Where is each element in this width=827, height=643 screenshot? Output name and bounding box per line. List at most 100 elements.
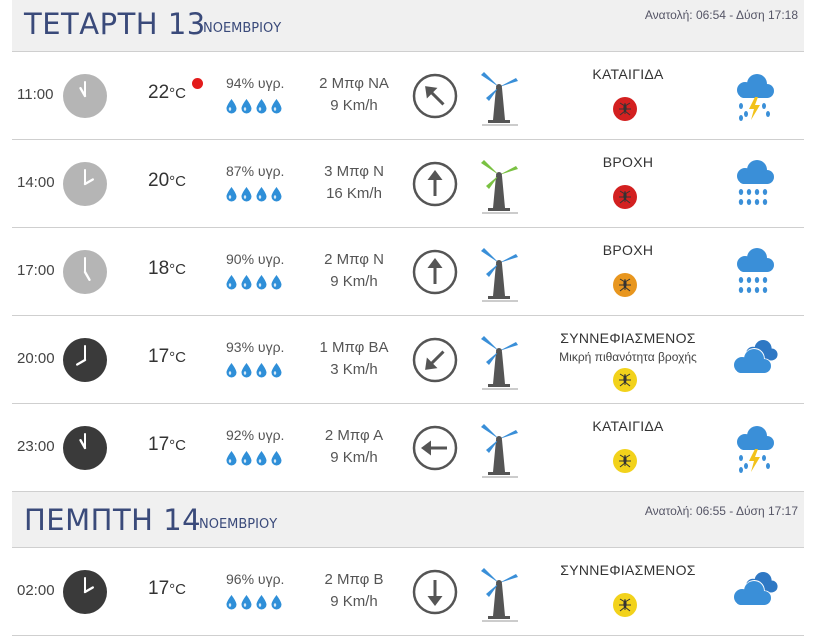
wind-speed: 9 Km/h — [330, 273, 378, 290]
day-month: ΝΟΕΜΒΡΙΟΥ — [203, 21, 282, 36]
day-title: ΤΕΤΑΡΤΗ 13 — [24, 7, 206, 41]
wind-beaufort: 2 Μπφ Α — [324, 427, 384, 444]
wind-beaufort: 2 Μπφ ΝΑ — [319, 75, 389, 92]
wind-speed: 9 Km/h — [330, 449, 378, 466]
condition-text: ΒΡΟΧΗ — [602, 242, 654, 258]
forecast-time: 23:00 — [17, 438, 55, 455]
wind-speed: 3 Km/h — [330, 361, 378, 378]
day-month: ΝΟΕΜΒΡΙΟΥ — [199, 517, 278, 532]
wind-turbine-icon — [476, 68, 524, 126]
forecast-row: 14:00 20°C 87% υγρ. 3 Μπφ Ν 16 Km/h — [12, 140, 804, 228]
wind-turbine-icon — [476, 156, 524, 214]
mosquito-risk-icon — [613, 449, 637, 473]
cloudy-icon — [727, 566, 783, 622]
humidity-drops-icon — [225, 274, 285, 292]
wind-direction-arrow-icon — [412, 425, 458, 471]
wind-beaufort: 2 Μπφ Ν — [324, 251, 384, 268]
temperature: 17°C — [148, 578, 186, 600]
clock-icon — [62, 161, 108, 207]
wind-turbine-icon — [476, 420, 524, 478]
wind-direction-arrow-icon — [412, 337, 458, 383]
condition-text: ΒΡΟΧΗ — [602, 154, 654, 170]
mosquito-risk-icon — [613, 593, 637, 617]
condition: ΚΑΤΑΙΓΙΔΑ — [540, 66, 716, 86]
condition-text: ΣΥΝΝΕΦΙΑΣΜΕΝΟΣ — [560, 562, 696, 578]
day-header: ΠΕΜΠΤΗ 14 ΝΟΕΜΒΡΙΟΥ Ανατολή: 06:55 - Δύσ… — [12, 492, 804, 548]
wind-info: 2 Μπφ Β 9 Km/h — [309, 569, 399, 613]
forecast-time: 20:00 — [17, 350, 55, 367]
temperature: 17°C — [148, 434, 186, 456]
wind-info: 2 Μπφ Α 9 Km/h — [309, 425, 399, 469]
high-temp-dot-icon — [192, 78, 203, 89]
forecast-row: 17:00 18°C 90% υγρ. 2 Μπφ Ν 9 Km/h — [12, 228, 804, 316]
mosquito-risk-icon — [613, 185, 637, 209]
wind-turbine-icon — [476, 332, 524, 390]
temperature-unit: °C — [169, 349, 186, 366]
wind-speed: 9 Km/h — [330, 593, 378, 610]
forecast-time: 02:00 — [17, 582, 55, 599]
humidity-drops-icon — [225, 450, 285, 468]
condition: ΣΥΝΝΕΦΙΑΣΜΕΝΟΣ Μικρή πιθανότητα βροχής — [540, 330, 716, 364]
rain-icon — [727, 158, 783, 214]
mosquito-risk-icon — [613, 368, 637, 392]
humidity-drops-icon — [225, 186, 285, 204]
sunrise-sunset: Ανατολή: 06:55 - Δύση 17:17 — [644, 504, 798, 518]
humidity: 90% υγρ. — [226, 251, 285, 267]
forecast-row: 20:00 17°C 93% υγρ. 1 Μπφ ΒΑ 3 Km/h — [12, 316, 804, 404]
cloudy-icon — [727, 334, 783, 390]
temperature-value: 18 — [148, 258, 170, 279]
wind-direction-arrow-icon — [412, 73, 458, 119]
thunderstorm-icon — [727, 70, 783, 126]
mosquito-risk-icon — [613, 97, 637, 121]
forecast-time: 17:00 — [17, 262, 55, 279]
wind-info: 2 Μπφ ΝΑ 9 Km/h — [309, 73, 399, 117]
temperature-value: 20 — [148, 170, 170, 191]
temperature-value: 17 — [148, 346, 170, 367]
wind-beaufort: 2 Μπφ Β — [324, 571, 384, 588]
condition: ΒΡΟΧΗ — [540, 242, 716, 262]
temperature-value: 17 — [148, 434, 170, 455]
humidity-drops-icon — [225, 98, 285, 116]
temperature-unit: °C — [169, 261, 186, 278]
temperature: 17°C — [148, 346, 186, 368]
humidity: 87% υγρ. — [226, 163, 285, 179]
day-title: ΠΕΜΠΤΗ 14 — [24, 503, 202, 537]
humidity: 96% υγρ. — [226, 571, 285, 587]
day-header: ΤΕΤΑΡΤΗ 13 ΝΟΕΜΒΡΙΟΥ Ανατολή: 06:54 - Δύ… — [12, 0, 804, 52]
thunderstorm-icon — [727, 422, 783, 478]
clock-icon — [62, 73, 108, 119]
condition-subtext: Μικρή πιθανότητα βροχής — [559, 350, 697, 364]
wind-info: 2 Μπφ Ν 9 Km/h — [309, 249, 399, 293]
forecast-time: 14:00 — [17, 174, 55, 191]
wind-speed: 16 Km/h — [326, 185, 382, 202]
condition-text: ΣΥΝΝΕΦΙΑΣΜΕΝΟΣ — [560, 330, 696, 346]
humidity-drops-icon — [225, 362, 285, 380]
humidity: 93% υγρ. — [226, 339, 285, 355]
temperature: 22°C — [148, 82, 186, 104]
condition-text: ΚΑΤΑΙΓΙΔΑ — [592, 66, 664, 82]
forecast-row: 02:00 17°C 96% υγρ. 2 Μπφ Β 9 Km/h — [12, 548, 804, 636]
wind-turbine-icon — [476, 564, 524, 622]
temperature-unit: °C — [169, 437, 186, 454]
condition: ΒΡΟΧΗ — [540, 154, 716, 174]
wind-info: 1 Μπφ ΒΑ 3 Km/h — [309, 337, 399, 381]
temperature-value: 22 — [148, 82, 170, 103]
temperature-value: 17 — [148, 578, 170, 599]
forecast-row: 11:00 22°C 94% υγρ. 2 Μπφ ΝΑ 9 Km/h — [12, 52, 804, 140]
clock-icon — [62, 337, 108, 383]
condition: ΣΥΝΝΕΦΙΑΣΜΕΝΟΣ — [540, 562, 716, 582]
temperature-unit: °C — [169, 173, 186, 190]
clock-icon — [62, 569, 108, 615]
humidity: 92% υγρ. — [226, 427, 285, 443]
wind-turbine-icon — [476, 244, 524, 302]
wind-beaufort: 1 Μπφ ΒΑ — [319, 339, 389, 356]
forecast-row: 23:00 17°C 92% υγρ. 2 Μπφ Α 9 Km/h — [12, 404, 804, 492]
wind-info: 3 Μπφ Ν 16 Km/h — [309, 161, 399, 205]
humidity: 94% υγρ. — [226, 75, 285, 91]
condition-text: ΚΑΤΑΙΓΙΔΑ — [592, 418, 664, 434]
temperature-unit: °C — [169, 85, 186, 102]
humidity-drops-icon — [225, 594, 285, 612]
clock-icon — [62, 425, 108, 471]
wind-speed: 9 Km/h — [330, 97, 378, 114]
temperature-unit: °C — [169, 581, 186, 598]
